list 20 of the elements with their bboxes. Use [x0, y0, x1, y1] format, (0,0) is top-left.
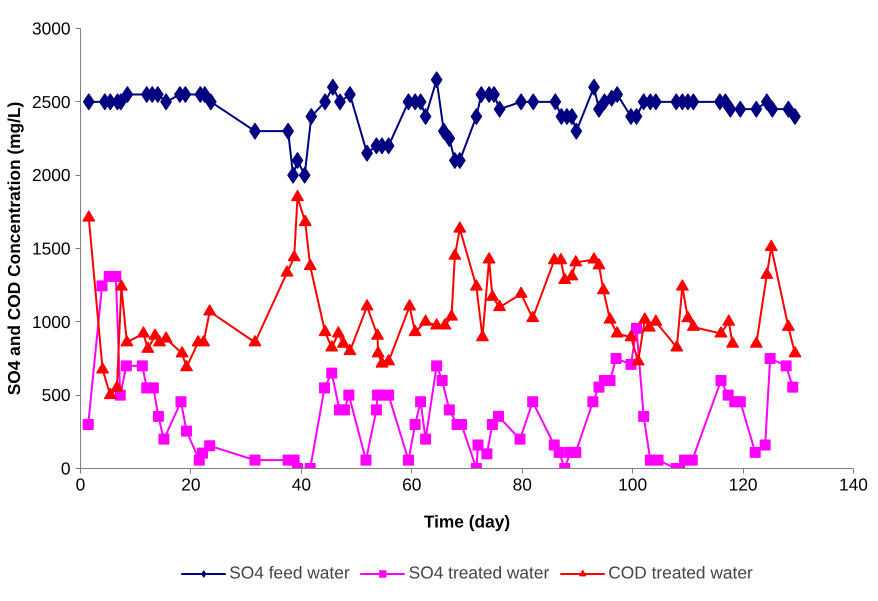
x-tick-label: 140 [839, 474, 868, 494]
y-tick-label: 2500 [32, 92, 71, 112]
x-tick-label: 60 [402, 474, 422, 494]
x-axis-title: Time (day) [424, 512, 510, 532]
legend-label: SO4 feed water [229, 562, 350, 584]
y-tick-label: 500 [42, 385, 71, 406]
x-tick-label: 120 [728, 474, 758, 494]
x-tick-label: 80 [512, 474, 532, 494]
y-tick-label: 0 [60, 458, 71, 478]
y-tick-label: 2000 [32, 165, 71, 186]
x-tick-label: 40 [292, 474, 311, 494]
legend-label: COD treated water [608, 562, 753, 584]
y-tick-label: 1000 [32, 312, 71, 332]
x-tick-label: 0 [76, 474, 86, 494]
y-tick-label: 3000 [32, 18, 71, 38]
y-axis-title: SO4 and COD Concentration (mg/L) [4, 102, 24, 396]
y-tick-label: 1500 [32, 238, 71, 258]
legend-label: SO4 treated water [408, 562, 550, 584]
x-tick-label: 20 [181, 474, 201, 494]
x-tick-label: 100 [618, 474, 648, 494]
